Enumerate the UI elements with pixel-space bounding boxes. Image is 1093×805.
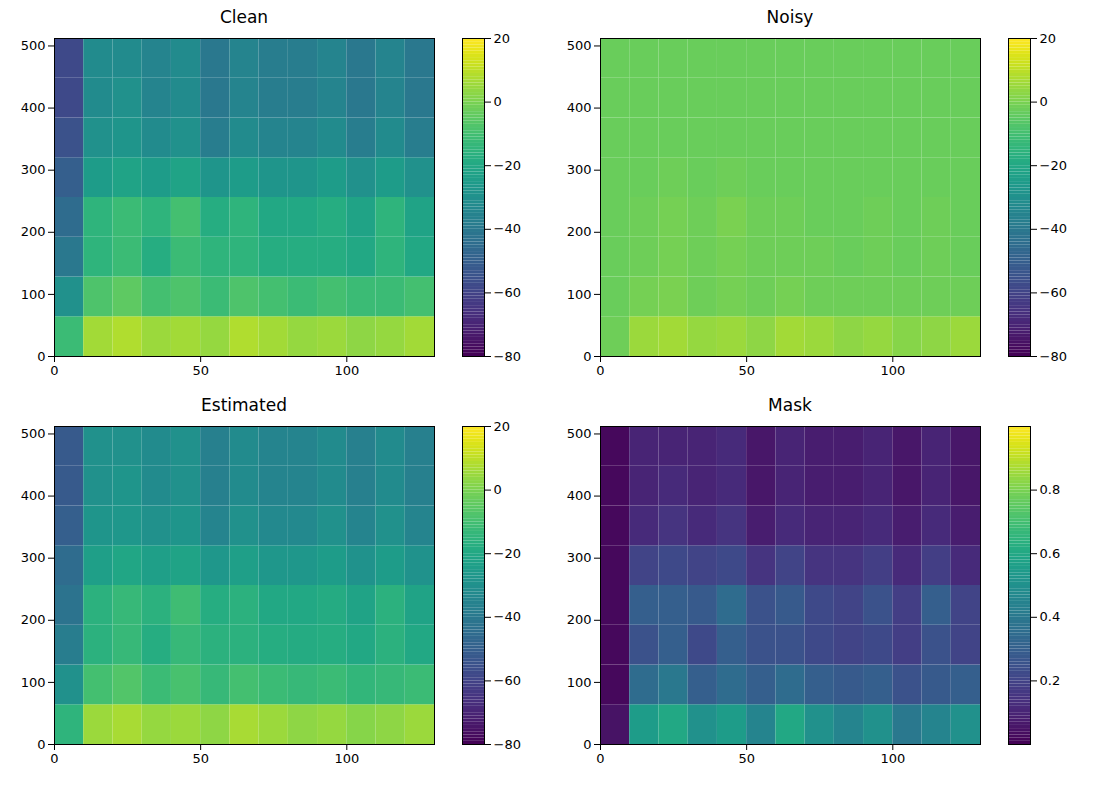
svg-text:200: 200 — [567, 224, 592, 239]
svg-text:20: 20 — [494, 31, 511, 46]
svg-text:500: 500 — [567, 426, 592, 441]
svg-text:−60: −60 — [494, 673, 521, 688]
svg-text:200: 200 — [567, 612, 592, 627]
svg-text:0: 0 — [50, 751, 58, 766]
svg-text:−60: −60 — [1040, 285, 1067, 300]
svg-text:0: 0 — [37, 737, 45, 752]
svg-text:−40: −40 — [494, 609, 521, 624]
svg-text:−80: −80 — [494, 349, 521, 364]
svg-text:0: 0 — [583, 349, 591, 364]
svg-text:0: 0 — [596, 751, 604, 766]
svg-text:0.6: 0.6 — [1040, 546, 1061, 561]
svg-text:−40: −40 — [1040, 221, 1067, 236]
svg-text:300: 300 — [567, 550, 592, 565]
svg-text:50: 50 — [738, 751, 755, 766]
svg-text:−20: −20 — [494, 546, 521, 561]
svg-text:100: 100 — [334, 363, 359, 378]
svg-text:100: 100 — [880, 751, 905, 766]
svg-text:100: 100 — [21, 287, 46, 302]
svg-text:400: 400 — [21, 488, 46, 503]
html-text:Clean: Clean — [219, 7, 269, 27]
svg-text:300: 300 — [21, 162, 46, 177]
svg-text:0: 0 — [494, 482, 502, 497]
svg-text:−20: −20 — [494, 158, 521, 173]
svg-text:500: 500 — [21, 426, 46, 441]
svg-text:300: 300 — [567, 162, 592, 177]
svg-text:−80: −80 — [494, 737, 521, 752]
svg-text:500: 500 — [567, 38, 592, 53]
svg-text:50: 50 — [192, 751, 209, 766]
svg-text:0.2: 0.2 — [1040, 673, 1061, 688]
svg-text:500: 500 — [21, 38, 46, 53]
svg-text:100: 100 — [21, 675, 46, 690]
html-text:Estimated: Estimated — [201, 395, 287, 415]
svg-text:200: 200 — [21, 612, 46, 627]
svg-text:0: 0 — [596, 363, 604, 378]
svg-text:200: 200 — [21, 224, 46, 239]
svg-text:0: 0 — [37, 349, 45, 364]
svg-text:20: 20 — [494, 419, 511, 434]
svg-text:0: 0 — [50, 363, 58, 378]
svg-text:100: 100 — [567, 675, 592, 690]
svg-text:50: 50 — [192, 363, 209, 378]
svg-text:0: 0 — [494, 94, 502, 109]
svg-text:400: 400 — [567, 100, 592, 115]
svg-text:400: 400 — [21, 100, 46, 115]
svg-text:400: 400 — [567, 488, 592, 503]
svg-text:−20: −20 — [1040, 158, 1067, 173]
html-text:Mask: Mask — [768, 395, 812, 415]
svg-text:300: 300 — [21, 550, 46, 565]
svg-text:0.4: 0.4 — [1040, 609, 1061, 624]
html-text:Noisy: Noisy — [766, 7, 814, 27]
svg-text:0.8: 0.8 — [1040, 482, 1061, 497]
svg-text:50: 50 — [738, 363, 755, 378]
svg-text:−60: −60 — [494, 285, 521, 300]
svg-text:−80: −80 — [1040, 349, 1067, 364]
svg-text:100: 100 — [567, 287, 592, 302]
svg-text:−40: −40 — [494, 221, 521, 236]
svg-text:100: 100 — [334, 751, 359, 766]
svg-text:0: 0 — [583, 737, 591, 752]
svg-text:0: 0 — [1040, 94, 1048, 109]
svg-text:100: 100 — [880, 363, 905, 378]
svg-text:20: 20 — [1040, 31, 1057, 46]
